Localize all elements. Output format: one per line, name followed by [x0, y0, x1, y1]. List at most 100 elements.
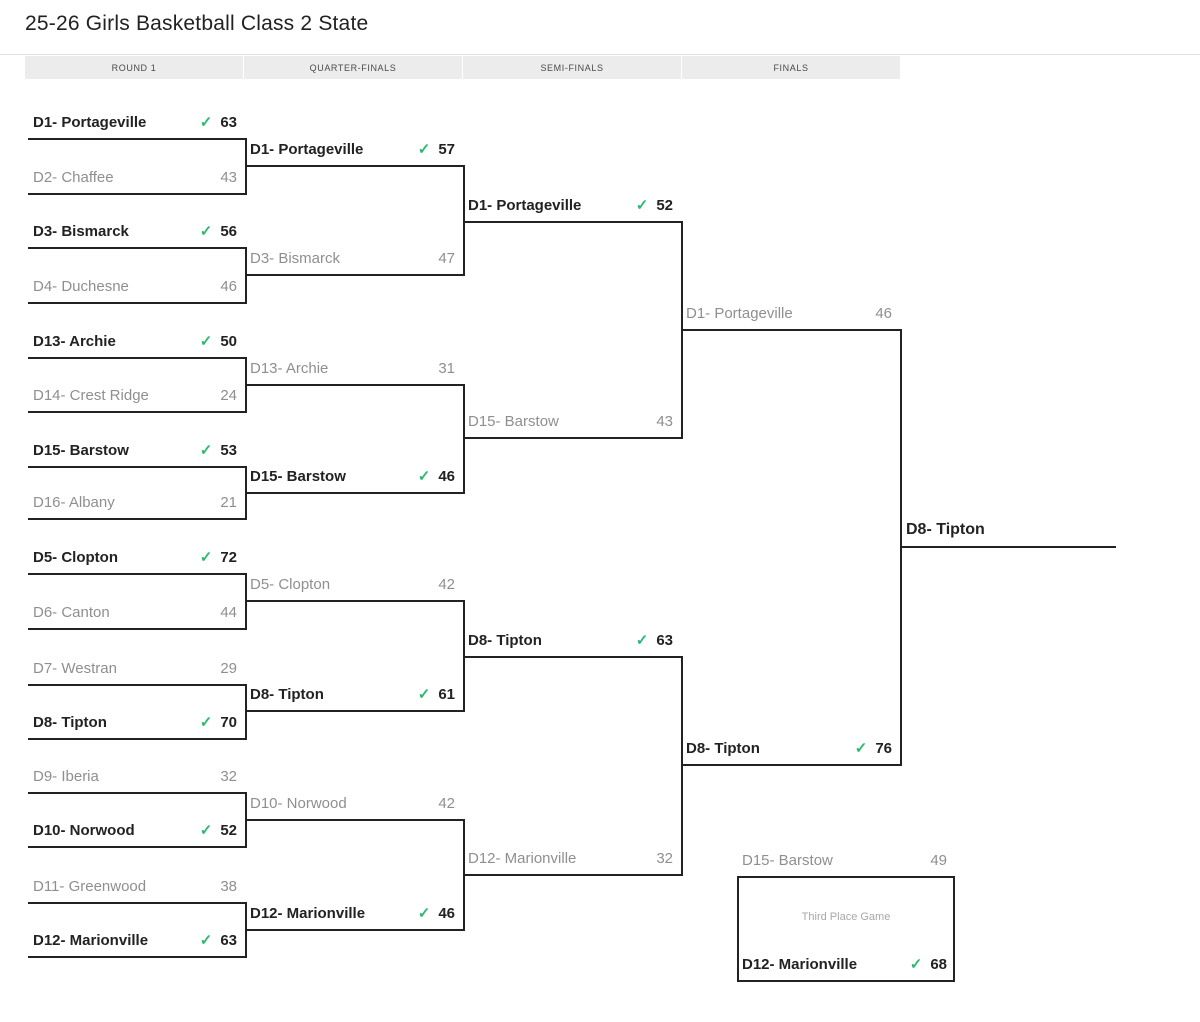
team-slot: D12- Marionville ✓ 46: [250, 903, 455, 925]
team-score: 32: [656, 850, 673, 867]
score-group: ✓ 50: [200, 331, 237, 353]
bracket-line-h: [28, 411, 245, 413]
bracket-line-v: [245, 684, 247, 740]
team-slot: D7- Westran 29: [33, 658, 237, 680]
team-slot: D1- Portageville ✓ 63: [33, 112, 237, 134]
third-place-heading: Third Place Game: [801, 911, 891, 923]
team-name: D3- Bismarck: [250, 250, 341, 267]
column-header-finals: FINALS: [682, 56, 900, 79]
team-slot: D11- Greenwood 38: [33, 876, 237, 898]
winner-check-icon: ✓: [417, 468, 431, 485]
score-group: ✓ 56: [200, 221, 237, 243]
team-name: D2- Chaffee: [33, 169, 114, 186]
team-score: 46: [220, 278, 237, 295]
team-slot: D8- Tipton ✓ 70: [33, 712, 237, 734]
winner-check-icon: ✓: [199, 223, 213, 240]
bracket-line-h: [28, 193, 245, 195]
score-group: ✓ 52: [636, 195, 673, 217]
third-place-line-h: [737, 876, 955, 878]
team-score: 61: [438, 686, 455, 703]
team-slot: D10- Norwood 42: [250, 793, 455, 815]
bracket-line-h: [245, 165, 463, 167]
score-group: 46: [875, 303, 892, 325]
bracket-line-h: [28, 518, 245, 520]
team-name: D8- Tipton: [468, 632, 542, 649]
score-group: ✓ 76: [855, 738, 892, 760]
team-score: 32: [220, 768, 237, 785]
team-score: 42: [438, 795, 455, 812]
team-score: 57: [438, 141, 455, 158]
team-score: 44: [220, 604, 237, 621]
team-slot: D2- Chaffee 43: [33, 167, 237, 189]
score-group: 47: [438, 248, 455, 270]
score-group: 44: [220, 602, 237, 624]
bracket-line-h: [28, 846, 245, 848]
team-slot: D1- Portageville ✓ 57: [250, 139, 455, 161]
team-name: D15- Barstow: [250, 468, 346, 485]
team-slot: D12- Marionville 32: [468, 848, 673, 870]
team-slot: D10- Norwood ✓ 52: [33, 820, 237, 842]
score-group: 38: [220, 876, 237, 898]
team-score: 68: [930, 956, 947, 973]
team-name: D1- Portageville: [33, 114, 147, 131]
score-group: 46: [220, 276, 237, 298]
bracket-line-h: [681, 764, 900, 766]
team-name: D1- Portageville: [468, 197, 582, 214]
team-score: 21: [220, 494, 237, 511]
team-slot: D4- Duchesne 46: [33, 276, 237, 298]
column-header-round1: ROUND 1: [25, 56, 243, 79]
team-name: D9- Iberia: [33, 768, 99, 785]
team-slot: D12- Marionville ✓ 68: [742, 954, 947, 976]
team-name: D14- Crest Ridge: [33, 387, 149, 404]
score-group: ✓ 46: [418, 466, 455, 488]
score-group: ✓ 68: [910, 954, 947, 976]
score-group: ✓ 57: [418, 139, 455, 161]
team-slot: D3- Bismarck ✓ 56: [33, 221, 237, 243]
winner-check-icon: ✓: [199, 549, 213, 566]
bracket-line-h: [28, 902, 245, 904]
team-slot: D3- Bismarck 47: [250, 248, 455, 270]
score-group: 43: [656, 411, 673, 433]
team-score: 43: [656, 413, 673, 430]
team-slot: D13- Archie ✓ 50: [33, 331, 237, 353]
team-score: 50: [220, 333, 237, 350]
bracket-line-h: [245, 384, 463, 386]
score-group: 42: [438, 793, 455, 815]
team-name: D1- Portageville: [250, 141, 364, 158]
winner-check-icon: ✓: [199, 714, 213, 731]
score-group: ✓ 46: [418, 903, 455, 925]
bracket-line-h: [245, 819, 463, 821]
winner-check-icon: ✓: [909, 956, 923, 973]
winner-check-icon: ✓: [417, 686, 431, 703]
bracket-line-h: [245, 600, 463, 602]
score-group: ✓ 52: [200, 820, 237, 842]
score-group: ✓ 63: [636, 630, 673, 652]
bracket-line-v: [463, 384, 465, 494]
team-score: 63: [656, 632, 673, 649]
team-name: D8- Tipton: [33, 714, 107, 731]
team-name: D5- Clopton: [33, 549, 118, 566]
team-name: D13- Archie: [250, 360, 329, 377]
team-name: D3- Bismarck: [33, 223, 129, 240]
bracket-line-h: [463, 437, 681, 439]
bracket-line-h: [463, 656, 681, 658]
bracket-line-h: [463, 221, 681, 223]
team-slot: D14- Crest Ridge 24: [33, 385, 237, 407]
team-name: D15- Barstow: [742, 852, 833, 869]
team-name: D12- Marionville: [742, 956, 858, 973]
team-slot: D6- Canton 44: [33, 602, 237, 624]
score-group: 32: [220, 766, 237, 788]
bracket-line-h: [28, 247, 245, 249]
team-score: 49: [930, 852, 947, 869]
header-divider: [0, 54, 1200, 55]
bracket-line-h: [245, 492, 463, 494]
winner-check-icon: ✓: [635, 632, 649, 649]
team-slot: D1- Portageville 46: [686, 303, 892, 325]
team-name: D13- Archie: [33, 333, 116, 350]
team-score: 52: [656, 197, 673, 214]
team-score: 72: [220, 549, 237, 566]
score-group: 29: [220, 658, 237, 680]
bracket-line-h: [681, 329, 900, 331]
bracket-line-h: [28, 466, 245, 468]
